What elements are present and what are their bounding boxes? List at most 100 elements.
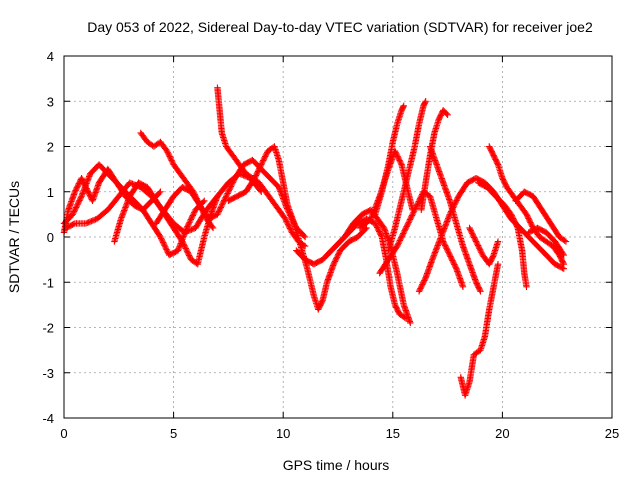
series-arc19 — [466, 224, 502, 268]
data-point-marker — [209, 224, 217, 232]
series-arc9 — [293, 215, 410, 322]
data-point-marker — [404, 221, 411, 229]
data-point-marker — [400, 102, 407, 109]
data-point-marker — [408, 213, 415, 221]
data-point-marker — [262, 153, 269, 160]
data-point-marker — [418, 282, 425, 290]
data-point-marker — [161, 243, 169, 250]
data-point-marker — [478, 249, 485, 256]
data-point-marker — [70, 209, 77, 217]
data-point-marker — [451, 261, 458, 268]
data-point-marker — [393, 151, 401, 159]
data-point-marker — [82, 220, 90, 227]
data-point-marker — [441, 241, 448, 248]
data-point-marker — [201, 197, 208, 204]
data-point-marker — [333, 255, 340, 262]
y-tick-label: 3 — [47, 94, 54, 109]
data-point-marker — [157, 233, 164, 241]
data-point-marker — [494, 260, 502, 268]
data-point-marker — [86, 218, 94, 225]
data-point-marker — [395, 155, 403, 163]
data-point-marker — [513, 222, 520, 229]
data-point-marker — [404, 220, 412, 227]
data-point-marker — [225, 188, 232, 196]
data-point-marker — [260, 157, 267, 164]
data-points — [60, 84, 570, 399]
data-point-marker — [73, 202, 81, 210]
data-point-marker — [74, 183, 81, 190]
y-tick-label: -1 — [42, 275, 54, 290]
data-point-marker — [508, 212, 516, 219]
data-point-marker — [71, 206, 78, 214]
data-point-marker — [71, 188, 79, 195]
data-point-marker — [444, 111, 451, 119]
data-point-marker — [393, 150, 400, 157]
data-point-marker — [379, 223, 387, 230]
data-point-marker — [419, 279, 427, 287]
y-tick-label: 4 — [47, 49, 54, 64]
data-point-marker — [330, 260, 337, 268]
data-point-marker — [262, 151, 270, 159]
data-point-marker — [477, 288, 484, 295]
data-point-marker — [258, 160, 266, 167]
data-point-marker — [189, 225, 196, 233]
series-arc20 — [486, 143, 567, 268]
data-point-marker — [332, 256, 339, 264]
data-point-marker — [90, 216, 98, 224]
x-tick-label: 5 — [170, 426, 177, 441]
data-point-marker — [220, 198, 227, 206]
data-point-marker — [468, 228, 475, 236]
data-point-marker — [318, 298, 326, 305]
data-point-marker — [228, 181, 235, 189]
data-point-marker — [471, 235, 478, 243]
data-point-marker — [72, 187, 79, 194]
series-arc3 — [62, 170, 265, 236]
data-point-marker — [494, 160, 501, 167]
data-point-marker — [375, 227, 382, 234]
data-point-marker — [507, 211, 515, 218]
y-tick-label: 2 — [47, 140, 54, 155]
series-arc10 — [323, 206, 414, 327]
data-point-marker — [188, 213, 196, 221]
data-point-marker — [417, 284, 425, 291]
data-point-marker — [442, 243, 450, 251]
data-point-marker — [477, 247, 484, 255]
data-point-marker — [259, 158, 266, 166]
data-point-marker — [422, 98, 429, 105]
data-point-marker — [159, 237, 166, 245]
data-point-marker — [468, 230, 476, 237]
data-point-marker — [452, 198, 460, 206]
data-point-marker — [300, 232, 308, 240]
data-point-marker — [392, 149, 399, 156]
data-point-marker — [395, 240, 402, 247]
data-point-marker — [561, 237, 568, 244]
data-point-marker — [254, 169, 261, 176]
data-point-marker — [258, 161, 265, 168]
data-point-marker — [217, 204, 225, 211]
data-point-marker — [260, 155, 268, 163]
data-point-marker — [399, 231, 406, 239]
data-point-marker — [474, 242, 482, 249]
data-point-marker — [398, 234, 405, 241]
data-point-marker — [70, 220, 77, 228]
data-point-marker — [331, 259, 338, 266]
data-point-marker — [397, 160, 405, 167]
data-point-marker — [184, 249, 191, 256]
data-point-marker — [513, 223, 521, 230]
data-point-marker — [560, 260, 567, 268]
data-point-marker — [223, 193, 230, 200]
data-point-marker — [183, 248, 191, 255]
data-point-marker — [374, 224, 381, 231]
data-point-marker — [74, 200, 82, 207]
data-point-marker — [229, 179, 237, 186]
data-point-marker — [472, 238, 480, 245]
data-point-marker — [510, 216, 517, 224]
data-point-marker — [199, 198, 207, 206]
data-point-marker — [157, 188, 164, 195]
data-point-marker — [73, 185, 80, 193]
data-point-marker — [466, 224, 473, 232]
data-point-marker — [208, 223, 216, 230]
data-point-marker — [447, 254, 455, 262]
series-arc4 — [111, 179, 221, 268]
